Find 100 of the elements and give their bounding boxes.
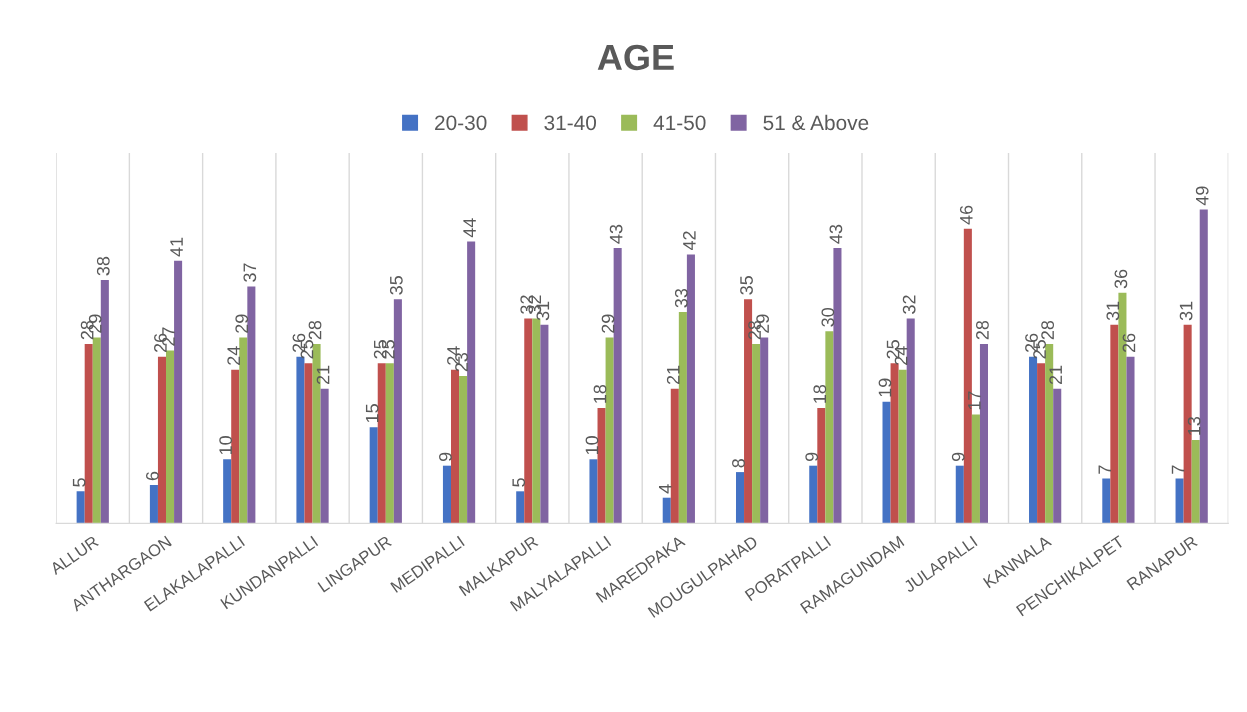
data-label: 9 <box>439 452 452 461</box>
bar <box>442 465 451 524</box>
data-label: 13 <box>1187 416 1201 435</box>
bar <box>304 363 313 524</box>
data-label: 6 <box>145 471 159 481</box>
bar <box>149 484 158 524</box>
bar <box>1126 356 1135 524</box>
data-label: 28 <box>976 320 989 340</box>
bar <box>100 279 109 524</box>
data-label: 21 <box>1049 365 1062 385</box>
data-label: 18 <box>813 384 827 403</box>
data-label: 30 <box>821 308 835 327</box>
bar <box>174 260 183 524</box>
legend-label: 20-30 <box>435 115 487 131</box>
data-label: 46 <box>959 205 973 225</box>
data-label: 4 <box>658 484 672 494</box>
data-label: 35 <box>740 276 753 295</box>
data-label: 7 <box>1171 465 1185 474</box>
data-label: 19 <box>878 378 892 397</box>
bar <box>613 247 622 524</box>
data-label: 18 <box>593 384 607 403</box>
data-label: 21 <box>316 365 330 385</box>
bar <box>809 465 818 524</box>
data-label: 43 <box>829 224 843 244</box>
data-label: 36 <box>1114 269 1128 289</box>
bar <box>320 388 329 524</box>
data-label: 7 <box>1098 465 1111 474</box>
bar <box>890 363 899 524</box>
data-label: 31 <box>1179 301 1193 321</box>
bar <box>157 356 167 524</box>
bar <box>76 491 85 524</box>
bar <box>597 408 606 524</box>
data-label: 44 <box>463 218 476 238</box>
bar <box>955 465 964 524</box>
data-label: 37 <box>243 263 257 282</box>
bar <box>377 363 386 524</box>
chart-title: AGE <box>597 44 674 71</box>
data-label: 24 <box>227 346 240 365</box>
bar <box>247 286 256 524</box>
bar <box>735 472 745 524</box>
bar <box>882 401 891 524</box>
data-label: 8 <box>732 459 745 468</box>
data-label: 28 <box>308 320 322 340</box>
bar <box>369 427 378 524</box>
bar <box>467 241 476 524</box>
bar <box>459 376 468 524</box>
bar <box>833 247 842 524</box>
data-label: 28 <box>1041 320 1055 340</box>
data-label: 32 <box>902 295 916 314</box>
data-label: 26 <box>1122 333 1136 353</box>
bar <box>524 318 533 524</box>
bar <box>979 344 988 524</box>
data-label: 41 <box>170 237 183 257</box>
bar <box>1175 478 1184 524</box>
legend-label: 51 & Above <box>763 114 869 131</box>
bar <box>239 337 248 524</box>
data-label: 5 <box>72 478 86 487</box>
data-label: 9 <box>951 452 965 461</box>
bar <box>1053 388 1062 524</box>
data-label: 38 <box>96 256 110 276</box>
bar <box>605 337 614 524</box>
bar <box>678 312 687 524</box>
data-label: 10 <box>219 436 233 455</box>
data-label: 17 <box>968 391 981 410</box>
bar <box>516 491 525 524</box>
data-label: 5 <box>512 478 526 487</box>
data-label: 33 <box>674 288 688 308</box>
bar <box>223 459 232 524</box>
data-label: 43 <box>609 224 623 244</box>
bar <box>540 324 549 524</box>
bar <box>393 299 402 524</box>
bar <box>670 388 679 524</box>
bar <box>825 331 834 524</box>
bar <box>1110 324 1119 524</box>
bar <box>84 344 93 524</box>
data-label: 42 <box>682 231 696 251</box>
bar <box>662 497 671 524</box>
bar <box>385 363 394 524</box>
data-label: 31 <box>1106 301 1120 321</box>
bar <box>1199 209 1208 524</box>
data-label: 29 <box>235 314 249 333</box>
bar <box>906 318 915 524</box>
bar <box>686 254 695 524</box>
bar <box>589 459 598 524</box>
data-label: 35 <box>389 276 403 295</box>
bar <box>1191 440 1200 524</box>
bar <box>231 369 240 524</box>
bar <box>898 369 907 524</box>
legend-label: 41-50 <box>653 115 706 131</box>
bar <box>532 318 541 524</box>
data-label: 49 <box>1195 186 1209 206</box>
data-label: 10 <box>585 436 599 455</box>
bar <box>971 414 980 524</box>
bar <box>1102 478 1111 524</box>
bar <box>1037 363 1046 524</box>
data-label: 15 <box>365 404 379 423</box>
data-label: 9 <box>805 452 819 461</box>
legend-label: 31-40 <box>544 115 597 131</box>
bar <box>166 350 175 524</box>
bar <box>92 337 101 524</box>
